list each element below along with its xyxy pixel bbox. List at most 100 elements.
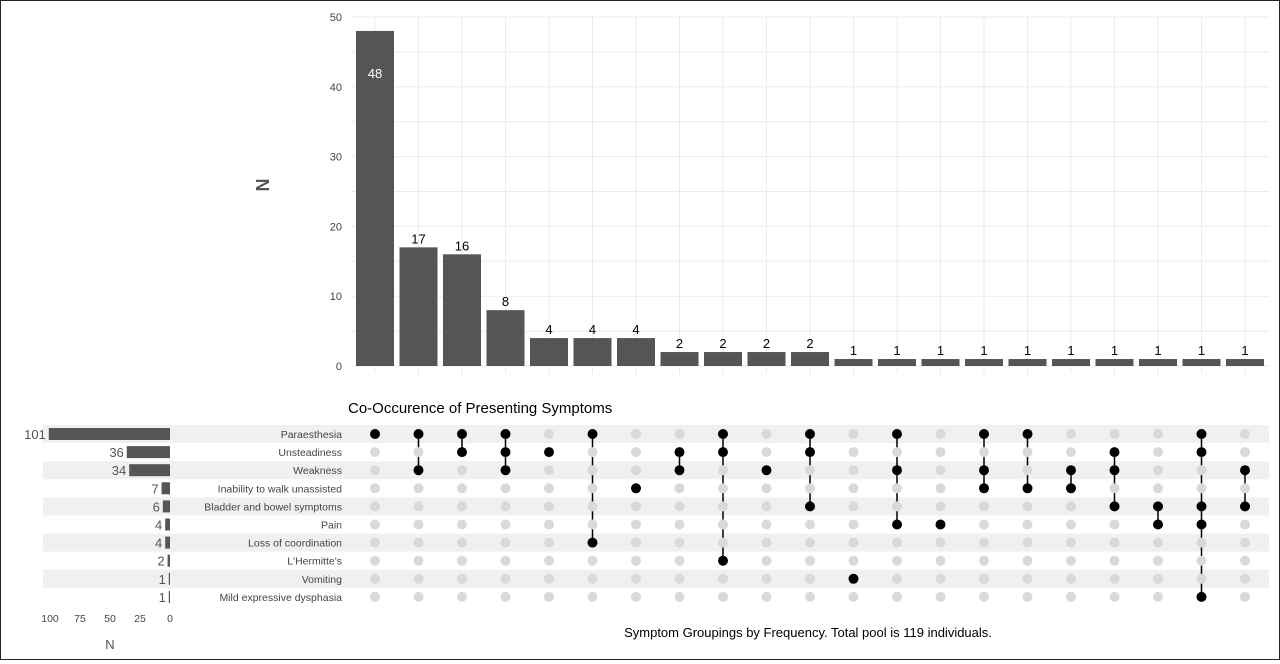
intersection-bar [1008,359,1047,366]
matrix-dot-inactive [1022,591,1033,602]
y-tick-label: 40 [330,82,342,94]
matrix-dot-active [1240,501,1250,512]
matrix-dot-inactive [1066,537,1076,548]
matrix-dot-inactive [761,483,772,494]
matrix-dot-inactive [457,591,467,602]
matrix-dot-active [413,429,424,439]
matrix-dot-inactive [1196,465,1207,476]
matrix-dot-inactive [457,519,467,530]
matrix-dot-active [805,501,815,512]
matrix-dot-inactive [848,465,859,476]
matrix-dot-inactive [1066,447,1076,458]
set-label: Paraesthesia [281,429,342,441]
set-row-stripe [43,569,176,588]
intersection-bar [660,352,699,366]
intersection-bar [834,359,873,366]
matrix-title: Co-Occurence of Presenting Symptoms [348,400,612,417]
bar-value-label: 1 [850,343,857,358]
intersection-bar [1226,359,1264,366]
matrix-dot-inactive [718,591,728,602]
bar-value-label: 1 [893,343,900,358]
bar-value-label: 48 [368,66,382,81]
matrix-dot-inactive [500,519,511,530]
matrix-dot-inactive [457,573,467,584]
matrix-dot-inactive [1109,555,1120,566]
matrix-dot-inactive [892,447,902,458]
set-size-tick-label: 100 [41,613,59,625]
matrix-dot-inactive [413,555,424,566]
bar-value-label: 1 [1111,343,1118,358]
matrix-dot-inactive [892,573,902,584]
matrix-dot-active [979,429,989,439]
matrix-dot-inactive [370,573,380,584]
matrix-dot-inactive [761,447,772,458]
matrix-dot-inactive [1153,429,1163,439]
set-label: Inability to walk unassisted [218,483,342,495]
matrix-dot-active [674,447,685,458]
matrix-dot-active [370,429,380,439]
matrix-dot-inactive [413,483,424,494]
matrix-dot-inactive [587,519,598,530]
matrix-dot-inactive [1240,555,1250,566]
matrix-dot-inactive [761,519,772,530]
matrix-dot-inactive [544,465,554,476]
matrix-dot-inactive [935,483,946,494]
matrix-dot-inactive [1196,555,1207,566]
matrix-dot-inactive [805,465,815,476]
set-label: Weakness [293,465,342,477]
matrix-dot-inactive [1240,537,1250,548]
set-size-value-label: 2 [157,554,164,569]
matrix-dot-inactive [674,537,685,548]
matrix-dot-active [1196,447,1207,458]
matrix-dot-inactive [805,555,815,566]
matrix-dot-inactive [805,483,815,494]
set-size-tick-label: 0 [167,613,173,625]
matrix-dot-active [1022,429,1033,439]
matrix-dot-inactive [1066,591,1076,602]
matrix-dot-inactive [500,555,511,566]
matrix-dot-inactive [761,429,772,439]
matrix-dot-inactive [457,555,467,566]
matrix-dot-active [1240,465,1250,476]
matrix-dot-active [892,519,902,530]
matrix-dot-inactive [935,501,946,512]
matrix-dot-inactive [370,591,380,602]
matrix-dot-inactive [413,519,424,530]
bar-value-label: 1 [937,343,944,358]
matrix-dot-inactive [674,501,685,512]
intersection-bar [878,359,916,366]
matrix-dot-inactive [1153,483,1163,494]
set-label: Bladder and bowel symptoms [204,501,342,513]
matrix-dot-inactive [674,591,685,602]
matrix-dot-inactive [1196,537,1207,548]
matrix-dot-active [1153,519,1163,530]
matrix-dot-inactive [1153,573,1163,584]
matrix-dot-inactive [718,537,728,548]
matrix-dot-inactive [413,591,424,602]
matrix-dot-inactive [1066,573,1076,584]
matrix-dot-active [500,465,511,476]
intersection-bar [443,254,481,366]
matrix-dot-inactive [674,483,685,494]
matrix-dot-inactive [892,555,902,566]
matrix-dot-inactive [718,519,728,530]
matrix-dot-inactive [892,501,902,512]
matrix-dot-inactive [370,519,380,530]
matrix-dot-inactive [631,591,641,602]
set-size-value-label: 4 [155,536,162,551]
matrix-dot-inactive [370,537,380,548]
matrix-dot-inactive [935,573,946,584]
matrix-dot-inactive [1196,573,1207,584]
matrix-dot-active [1196,519,1207,530]
matrix-dot-inactive [848,483,859,494]
matrix-dot-inactive [1022,537,1033,548]
matrix-dot-inactive [631,465,641,476]
set-size-bar [168,572,170,585]
matrix-dot-inactive [979,573,989,584]
matrix-dot-inactive [1022,447,1033,458]
bar-value-label: 1 [1198,343,1205,358]
matrix-dot-inactive [1109,591,1120,602]
matrix-dot-inactive [674,555,685,566]
set-size-bar [165,518,170,531]
